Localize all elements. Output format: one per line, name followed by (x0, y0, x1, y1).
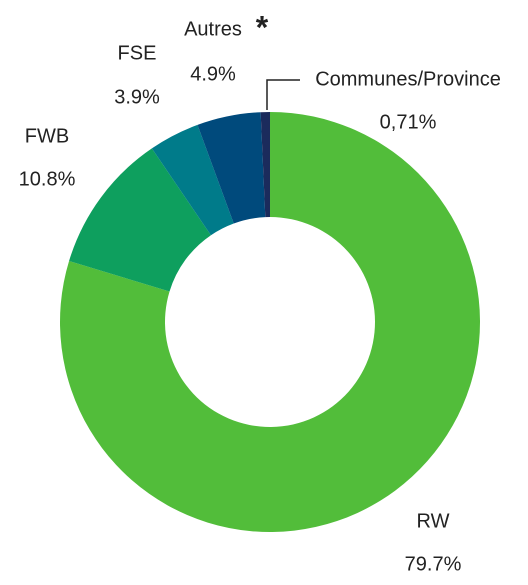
slice-label: Communes/Province (315, 68, 501, 90)
donut-slice (69, 148, 211, 292)
donut-slice (151, 124, 234, 236)
donut-slice (260, 112, 270, 218)
value-label: 4.9% (190, 63, 236, 85)
value-label: 10.8% (19, 168, 76, 190)
value-label: 3.9% (114, 86, 160, 108)
leader-line (266, 79, 300, 110)
slice-label: Autres (184, 18, 242, 40)
slice-label: RW (417, 510, 450, 532)
value-label: 0,71% (380, 111, 437, 133)
donut-slice (197, 112, 266, 224)
value-label: 79.7% (405, 553, 462, 575)
slice-label: FSE (118, 42, 157, 64)
donut-slice (59, 112, 480, 532)
footnote-marker: * (256, 9, 269, 45)
slice-label: FWB (25, 125, 69, 147)
